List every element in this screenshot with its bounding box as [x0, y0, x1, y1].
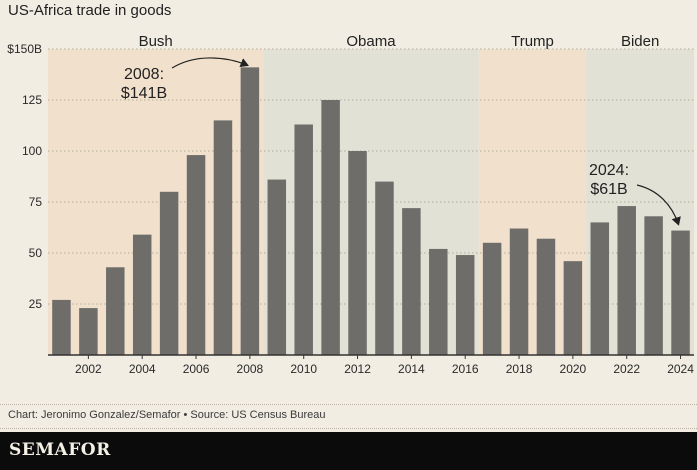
source-credit: Chart: Jeronimo Gonzalez/Semafor • Sourc… [8, 409, 326, 421]
bar-2012 [348, 151, 367, 355]
bar-2022 [617, 206, 636, 355]
bar-2003 [106, 267, 125, 355]
bar-2011 [321, 100, 340, 355]
bar-2010 [294, 124, 313, 355]
era-label-bush: Bush [139, 33, 173, 50]
x-tick-label: 2004 [129, 362, 156, 376]
bar-2009 [267, 179, 287, 355]
y-tick-label: 100 [22, 144, 42, 158]
era-label-biden: Biden [621, 33, 659, 50]
divider [0, 404, 697, 405]
bar-2007 [213, 120, 233, 356]
era-label-obama: Obama [346, 33, 396, 50]
annotation-2008-label: 2008: [124, 66, 164, 83]
footer-bar: SEMAFOR [0, 432, 697, 470]
annotation-2024-value: $61B [590, 181, 627, 198]
bar-2021 [590, 222, 610, 355]
x-tick-label: 2008 [237, 362, 264, 376]
bar-2015 [429, 248, 448, 355]
y-tick-label: 25 [29, 297, 43, 311]
bar-2017 [482, 242, 502, 355]
x-tick-label: 2020 [560, 362, 587, 376]
annotation-2024-label: 2024: [589, 162, 629, 179]
x-tick-label: 2014 [398, 362, 425, 376]
bar-2001 [52, 299, 71, 355]
x-tick-label: 2012 [344, 362, 371, 376]
bar-2018 [509, 228, 529, 355]
era-label-trump: Trump [511, 33, 554, 50]
bar-2002 [79, 308, 98, 355]
bar-2013 [375, 181, 394, 355]
bar-2016 [455, 255, 475, 355]
x-tick-label: 2016 [452, 362, 479, 376]
chart-title: US-Africa trade in goods [8, 2, 172, 19]
x-tick-label: 2024 [667, 362, 694, 376]
x-tick-label: 2010 [290, 362, 317, 376]
bar-2014 [402, 208, 421, 355]
annotation-2024-arrow [636, 184, 681, 226]
bar-chart: Bush Obama Trump Biden 25 50 75 100 125 $150B 2002… [7, 33, 694, 376]
divider [0, 428, 697, 429]
y-tick-label: $150B [7, 42, 42, 56]
annotation-2008-arrow [171, 57, 249, 69]
bar-2008 [240, 67, 260, 356]
bar-2024 [671, 230, 690, 355]
y-tick-label: 125 [22, 93, 42, 107]
brand-logo: SEMAFOR [9, 440, 111, 460]
bar-2006 [186, 155, 206, 355]
bar-2023 [644, 216, 663, 355]
x-tick-label: 2002 [75, 362, 102, 376]
x-tick-label: 2022 [613, 362, 640, 376]
bar-2004 [132, 234, 152, 355]
bar-2019 [536, 238, 556, 355]
y-tick-label: 50 [29, 246, 43, 260]
annotation-2008-value: $141B [121, 85, 167, 102]
x-tick-label: 2018 [506, 362, 533, 376]
bar-2020 [563, 261, 583, 355]
x-tick-label: 2006 [183, 362, 210, 376]
y-tick-label: 75 [29, 195, 43, 209]
bar-2005 [159, 191, 179, 355]
